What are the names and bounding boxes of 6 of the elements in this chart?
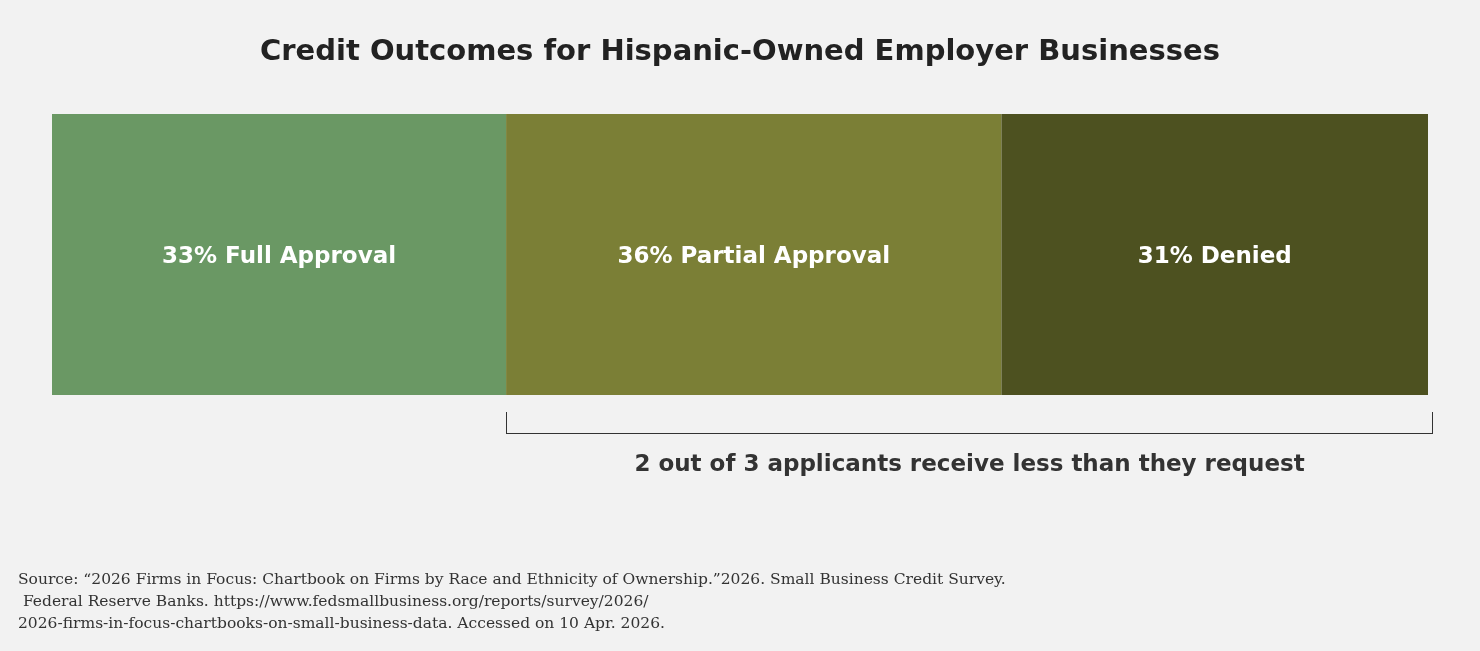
data-label: 36% Partial Approval — [617, 241, 891, 268]
chart-title: Credit Outcomes for Hispanic-Owned Employer Businesses — [260, 32, 1220, 67]
data-label: 31% Denied — [1137, 241, 1292, 268]
data-label: 33% Full Approval — [162, 241, 397, 268]
source-note: Source: “2026 Firms in Focus: Chartbook on Firms by Race and Ethnicity of Ownership.”2026. Small Business Credit Survey. Federal Reserve Banks. https://www.fedsmallbusiness.org/reports/survey/2026/2026-firms-in-focus-chartbooks-on-small-business-data. Accessed on 10 Apr. 2026. — [18, 570, 1006, 632]
text: 2 out of 3 applicants receive less than they request — [634, 450, 1305, 476]
